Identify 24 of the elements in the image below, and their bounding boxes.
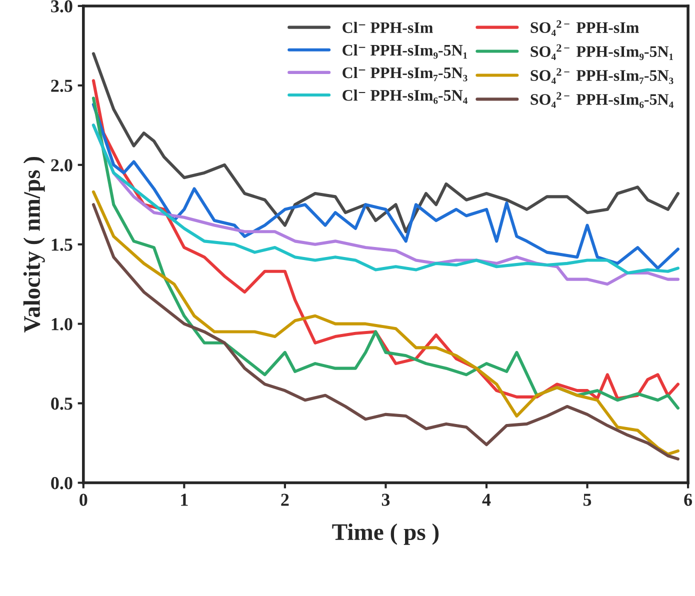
legend-label: Cl⁻ PPH-sIm₆-5N₄ [342,90,468,104]
y-tick-label: 3.0 [51,0,72,12]
x-tick-label: 4 [482,494,491,506]
x-axis-title: Time ( ps ) [332,523,439,545]
y-tick-label: 0.5 [51,398,72,410]
x-tick-label: 2 [281,494,289,506]
y-tick-label: 1.0 [52,318,72,330]
y-axis-title: Valocity ( nm/ps ) [23,156,45,333]
x-tick-label: 0 [80,494,88,506]
legend-label: Cl⁻ PPH-sIm₇-5N₃ [342,66,468,82]
legend-label: SO₄$^{2−}$ PPH-sIm₉-5N₁ [530,44,673,60]
legend-label: SO₄$^{2−}$ PPH-sIm₆-5N₄ [530,92,674,108]
x-tick-label: 6 [684,494,692,506]
legend-label: SO₄$^{2−}$ PPH-sIm [530,20,639,36]
x-tick-label: 5 [583,494,592,506]
x-tick-label: 1 [181,494,188,506]
x-tick-label: 3 [382,494,390,506]
y-tick-label: 2.0 [51,159,72,172]
legend-label: SO₄$^{2−}$ PPH-sIm₇-5N₃ [530,68,674,84]
legend-label: Cl⁻ PPH-sIm [342,22,433,34]
y-tick-label: 2.5 [51,80,72,92]
y-tick-label: 0.0 [51,477,72,490]
legend-label: Cl⁻ PPH-sIm₉-5N₁ [342,44,468,59]
y-tick-label: 1.5 [52,238,72,251]
